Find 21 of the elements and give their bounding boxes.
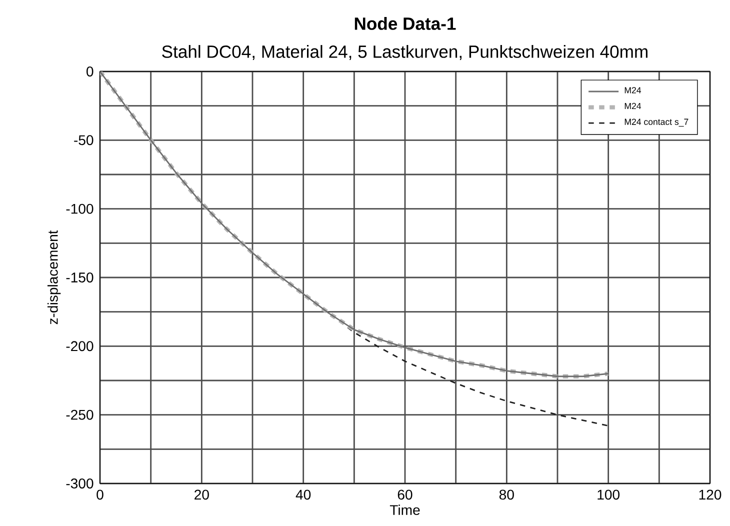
x-tick-label: 100	[598, 490, 620, 500]
y-tick-label: -50	[74, 135, 94, 146]
x-tick-label: 0	[96, 490, 104, 500]
x-axis-title: Time	[390, 504, 420, 516]
x-tick-label: 60	[398, 490, 412, 500]
x-tick-label: 120	[699, 490, 722, 500]
y-tick-label: -200	[66, 341, 94, 352]
y-axis-title: z-displacement	[48, 230, 61, 324]
legend-label: M24	[624, 102, 642, 110]
chart-subtitle: Stahl DC04, Material 24, 5 Lastkurven, Punktschweizen 40mm	[162, 45, 648, 60]
x-tick-label: 20	[194, 490, 209, 500]
legend-label: M24	[624, 87, 642, 94]
chart-title: Node Data-1	[354, 17, 456, 30]
y-tick-label: -250	[66, 410, 94, 420]
x-tick-label: 80	[499, 490, 514, 500]
y-tick-label: -100	[66, 204, 94, 214]
y-tick-label: -300	[66, 478, 94, 488]
y-tick-label: 0	[86, 66, 94, 76]
legend-label: M24 contact s_7	[624, 118, 688, 127]
y-tick-label: -150	[66, 272, 94, 282]
x-tick-label: 40	[296, 490, 311, 500]
